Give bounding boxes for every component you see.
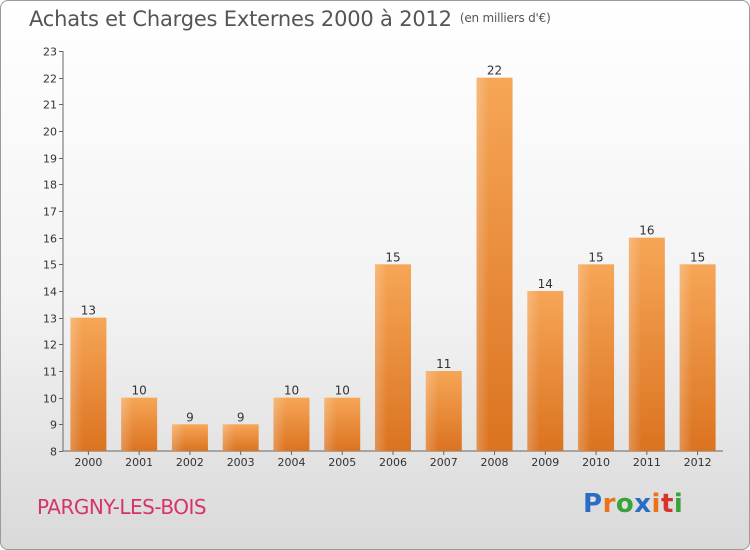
bar-value-label: 11 — [436, 357, 451, 371]
y-tick-label: 14 — [43, 286, 57, 299]
bar-value-label: 15 — [690, 250, 705, 264]
logo-letter: P — [583, 489, 603, 519]
x-tick-label: 2002 — [176, 456, 204, 469]
y-tick-label: 18 — [43, 179, 57, 192]
x-tick-label: 2007 — [430, 456, 458, 469]
x-tick-label: 2001 — [125, 456, 153, 469]
bar-highlight — [679, 264, 693, 451]
y-tick-label: 23 — [43, 46, 57, 59]
proxiti-logo: Proxiti — [583, 489, 683, 519]
logo-letter: o — [615, 489, 635, 519]
bar-value-label: 10 — [132, 384, 147, 398]
bar-value-label: 9 — [186, 410, 194, 424]
y-tick-label: 15 — [43, 259, 57, 272]
x-tick-label: 2009 — [531, 456, 559, 469]
bar-value-label: 9 — [237, 410, 245, 424]
logo-letter: i — [673, 489, 684, 519]
bar-value-label: 15 — [588, 250, 603, 264]
y-tick-label: 11 — [43, 366, 57, 379]
y-tick-label: 16 — [43, 233, 57, 246]
x-tick-label: 2004 — [277, 456, 305, 469]
x-tick-label: 2008 — [481, 456, 509, 469]
bar-highlight — [476, 77, 490, 452]
bar-value-label: 10 — [284, 384, 299, 398]
y-tick-label: 10 — [43, 393, 57, 406]
logo-letter: i — [651, 489, 661, 519]
bars: 13 10 9 9 10 10 15 11 22 14 15 16 15 — [70, 64, 716, 452]
logo-letter: t — [660, 489, 674, 519]
bar-highlight — [121, 397, 134, 451]
bar-highlight — [578, 264, 591, 451]
bar-highlight — [628, 237, 642, 451]
logo-letter: r — [602, 489, 616, 519]
axes: 8 9 10 11 12 13 14 15 16 17 18 19 20 21 22 23 2000 2001 20… — [43, 46, 723, 469]
chart-title-text: Achats et Charges Externes 2000 à 2012 — [29, 7, 452, 31]
logo-letter: x — [634, 489, 652, 519]
y-tick-label: 21 — [43, 99, 57, 112]
x-tick-label: 2000 — [74, 456, 102, 469]
y-tick-label: 17 — [43, 206, 57, 219]
bar-highlight — [70, 317, 83, 451]
bar-highlight — [273, 397, 287, 451]
bar-value-label: 14 — [538, 277, 553, 291]
x-tick-label: 2010 — [582, 456, 610, 469]
bar-highlight — [222, 424, 236, 451]
bar-highlight — [171, 424, 185, 451]
x-tick-label: 2012 — [684, 456, 712, 469]
bar-highlight — [324, 397, 337, 451]
bar-value-label: 22 — [487, 64, 502, 78]
y-tick-label: 19 — [43, 153, 57, 166]
bar-value-label: 10 — [335, 384, 350, 398]
x-tick-label: 2003 — [227, 456, 255, 469]
y-tick-label: 9 — [50, 419, 57, 432]
bar-value-label: 15 — [385, 250, 400, 264]
bar-highlight — [527, 291, 540, 451]
x-tick-label: 2006 — [379, 456, 407, 469]
chart-title: Achats et Charges Externes 2000 à 2012 (e… — [29, 7, 551, 31]
chart-unit: (en milliers d'€) — [459, 11, 551, 25]
y-tick-label: 8 — [50, 446, 57, 459]
y-tick-label: 12 — [43, 339, 57, 352]
y-tick-label: 13 — [43, 313, 57, 326]
bar-value-label: 16 — [639, 224, 654, 238]
x-tick-label: 2005 — [328, 456, 356, 469]
bar-highlight — [375, 264, 388, 451]
y-tick-label: 20 — [43, 126, 57, 139]
bar-value-label: 13 — [81, 304, 96, 318]
x-tick-label: 2011 — [633, 456, 661, 469]
y-tick-label: 22 — [43, 73, 57, 86]
bar-highlight — [425, 371, 439, 451]
town-name: PARGNY-LES-BOIS — [37, 495, 207, 519]
